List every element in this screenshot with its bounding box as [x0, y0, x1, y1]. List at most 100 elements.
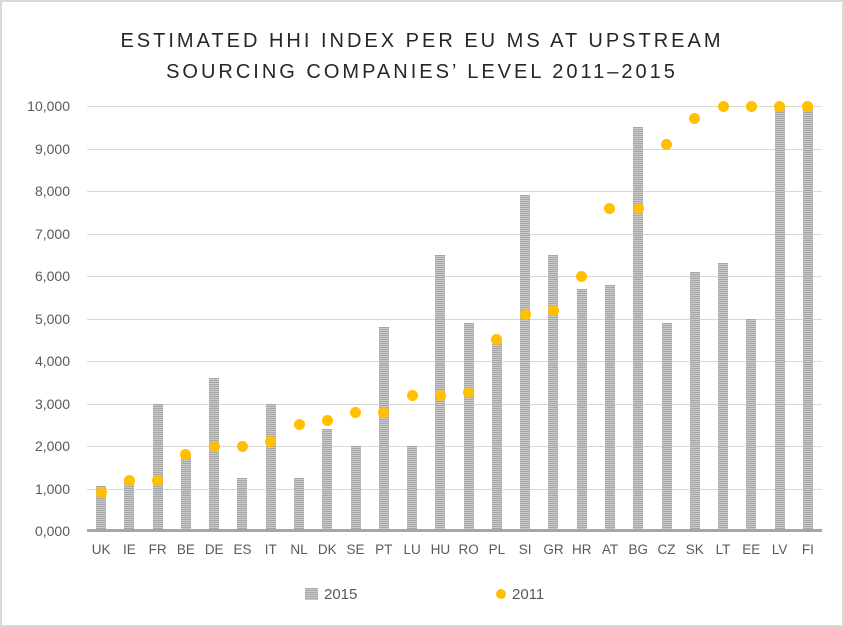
y-tick-label-9000: 9,000: [34, 140, 70, 157]
legend-label-2015: 2015: [324, 585, 358, 603]
dot-2011-BE: [180, 449, 192, 460]
bar-2015-AT: [604, 284, 615, 531]
dot-2011-ES: [236, 440, 248, 452]
bar-2015-LV: [774, 106, 785, 531]
bar-2015-EE: [746, 318, 757, 531]
dot-2011-RO: [463, 387, 475, 399]
chart-title: ESTIMATED HHI INDEX PER EU MS AT UPSTREA…: [2, 26, 842, 88]
bar-2015-ES: [237, 477, 248, 531]
x-tick-label-LT: LT: [715, 542, 731, 557]
dot-2011-DK: [321, 415, 333, 426]
x-tick-label-PL: PL: [488, 542, 506, 557]
bar-2015-HR: [576, 288, 587, 531]
gridline-4000: [87, 361, 822, 362]
dot-2011-IE: [123, 474, 135, 486]
bar-2015-PL: [491, 341, 502, 531]
legend-label-2011: 2011: [512, 585, 545, 603]
gridline-10000: [87, 106, 822, 107]
y-axis-labels: 0,000 1,000 2,000 3,000 4,000 5,000 6,000 7,000…: [2, 2, 70, 625]
dot-2011-SI: [519, 308, 531, 320]
y-tick-label-7000: 7,000: [34, 225, 70, 242]
dot-2011-NL: [293, 419, 305, 431]
y-tick-label-3000: 3,000: [34, 395, 70, 412]
dot-2011-PT: [378, 406, 390, 418]
dot-2011-DE: [208, 440, 220, 452]
dot-2011-LU: [406, 389, 418, 401]
x-tick-label-FR: FR: [148, 542, 167, 557]
x-tick-label-SK: SK: [685, 542, 704, 557]
bar-2015-IT: [265, 403, 276, 531]
y-tick-label-2000: 2,000: [34, 438, 70, 454]
bar-2015-SK: [689, 271, 700, 531]
y-tick-label-5000: 5,000: [34, 310, 70, 327]
dot-2011-AT: [604, 202, 616, 214]
dot-series-legend-icon: [496, 589, 506, 599]
x-tick-label-NL: NL: [290, 542, 308, 557]
x-tick-label-SI: SI: [518, 542, 532, 557]
dot-2011-PL: [491, 334, 503, 346]
gridline-6000: [87, 276, 822, 277]
dot-2011-GR: [547, 304, 559, 316]
x-tick-label-DK: DK: [317, 542, 337, 557]
bar-2015-NL: [294, 477, 305, 531]
x-tick-label-IT: IT: [264, 542, 277, 557]
dot-2011-UK: [95, 487, 107, 499]
x-tick-label-IE: IE: [123, 542, 136, 557]
gridline-1000: [87, 488, 822, 490]
x-tick-label-CZ: CZ: [657, 542, 676, 557]
x-tick-label-AT: AT: [601, 542, 619, 557]
gridline-9000: [87, 148, 822, 150]
bar-2015-IE: [124, 477, 135, 531]
x-tick-label-LU: LU: [403, 542, 421, 557]
x-tick-label-BG: BG: [628, 542, 648, 557]
x-tick-label-HR: HR: [571, 542, 592, 557]
y-tick-label-10000: 10,000: [27, 98, 70, 114]
dot-2011-LT: [717, 100, 729, 112]
x-tick-label-HU: HU: [430, 542, 451, 557]
bar-2015-FI: [802, 106, 813, 531]
gridline-7000: [87, 233, 822, 235]
dot-2011-HU: [434, 389, 446, 401]
dot-2011-HR: [576, 270, 588, 282]
x-tick-label-DE: DE: [204, 542, 224, 557]
dot-2011-CZ: [661, 138, 673, 150]
dot-2011-FI: [802, 100, 814, 112]
bar-2015-FR: [152, 403, 163, 531]
bar-2015-SI: [520, 195, 531, 531]
x-tick-label-UK: UK: [91, 542, 111, 557]
x-axis-labels: UK IE FR BE DE ES IT NL DK SE PT LU HU RO PL SI GR HR AT BG…: [87, 541, 822, 561]
bar-2015-LU: [407, 446, 418, 531]
gridline-3000: [87, 403, 822, 405]
dot-2011-EE: [745, 100, 757, 112]
chart-legend: 2015 2011: [2, 582, 842, 606]
x-tick-label-EE: EE: [742, 542, 761, 557]
dot-2011-SK: [689, 113, 701, 125]
y-tick-label-1000: 1,000: [34, 480, 70, 497]
x-tick-label-SE: SE: [346, 542, 365, 557]
x-tick-label-FI: FI: [801, 542, 814, 557]
bar-series-legend-icon: [305, 588, 318, 600]
dot-2011-BG: [632, 202, 644, 214]
bar-2015-BG: [633, 127, 644, 531]
bar-2015-BE: [180, 456, 191, 531]
x-tick-label-ES: ES: [233, 542, 252, 557]
bar-2015-DK: [322, 429, 333, 531]
x-tick-label-GR: GR: [543, 542, 564, 557]
bar-2015-PT: [378, 327, 389, 531]
dot-2011-LV: [774, 100, 786, 112]
dot-2011-IT: [265, 436, 277, 448]
legend-item-2011: 2011: [496, 582, 544, 606]
y-tick-label-8000: 8,000: [34, 183, 70, 199]
gridline-2000: [87, 446, 822, 447]
gridline-8000: [87, 191, 822, 192]
bar-2015-SE: [350, 446, 361, 531]
y-tick-label-4000: 4,000: [34, 353, 70, 369]
bar-2015-CZ: [661, 322, 672, 531]
dot-2011-SE: [350, 406, 362, 418]
y-tick-label-0: 0,000: [34, 523, 70, 539]
gridline-5000: [87, 318, 822, 320]
chart-title-line-2: SOURCING COMPANIES’ LEVEL 2011–2015: [166, 61, 678, 83]
x-tick-label-RO: RO: [458, 542, 479, 557]
x-tick-label-PT: PT: [375, 542, 393, 557]
